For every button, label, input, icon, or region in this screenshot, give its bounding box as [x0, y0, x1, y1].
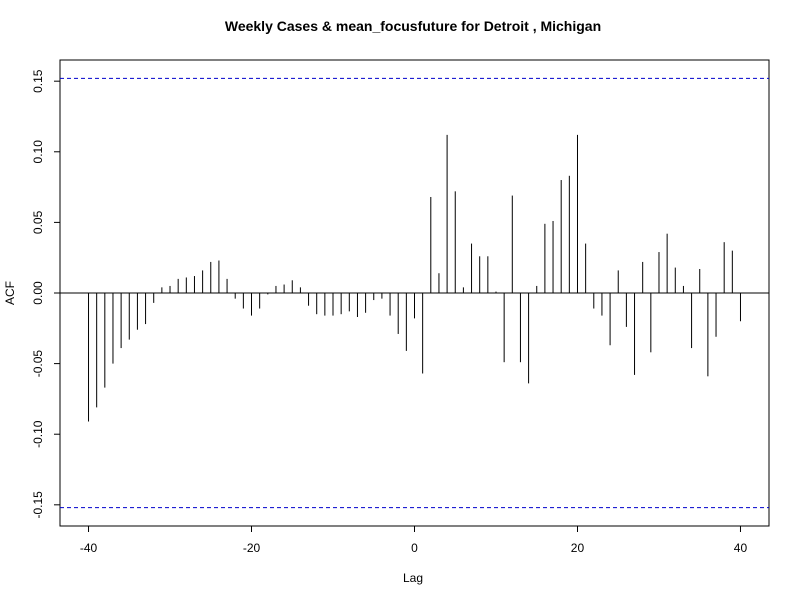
y-tick-label: 0.00: [31, 281, 45, 305]
y-tick-label: -0.15: [31, 491, 45, 519]
x-tick-label: -40: [80, 541, 98, 555]
y-axis-label: ACF: [3, 281, 17, 305]
y-tick-label: 0.05: [31, 210, 45, 234]
y-tick-label: -0.05: [31, 350, 45, 378]
acf-bars: [88, 134, 741, 422]
x-tick-label: 20: [571, 541, 585, 555]
y-tick-label: -0.10: [31, 420, 45, 448]
x-axis-label: Lag: [403, 571, 423, 585]
y-axis: -0.15 -0.10 -0.05 0.00 0.05 0.10 0.15: [31, 69, 61, 519]
confidence-bounds: [60, 77, 769, 509]
y-tick-label: 0.15: [31, 69, 45, 93]
x-axis: -40 -20 0 20 40: [80, 525, 748, 555]
x-tick-label: 0: [411, 541, 418, 555]
y-tick-label: 0.10: [31, 140, 45, 164]
x-tick-label: 40: [734, 541, 748, 555]
chart-title: Weekly Cases & mean_focusfuture for Detr…: [225, 18, 601, 34]
x-tick-label: -20: [243, 541, 261, 555]
